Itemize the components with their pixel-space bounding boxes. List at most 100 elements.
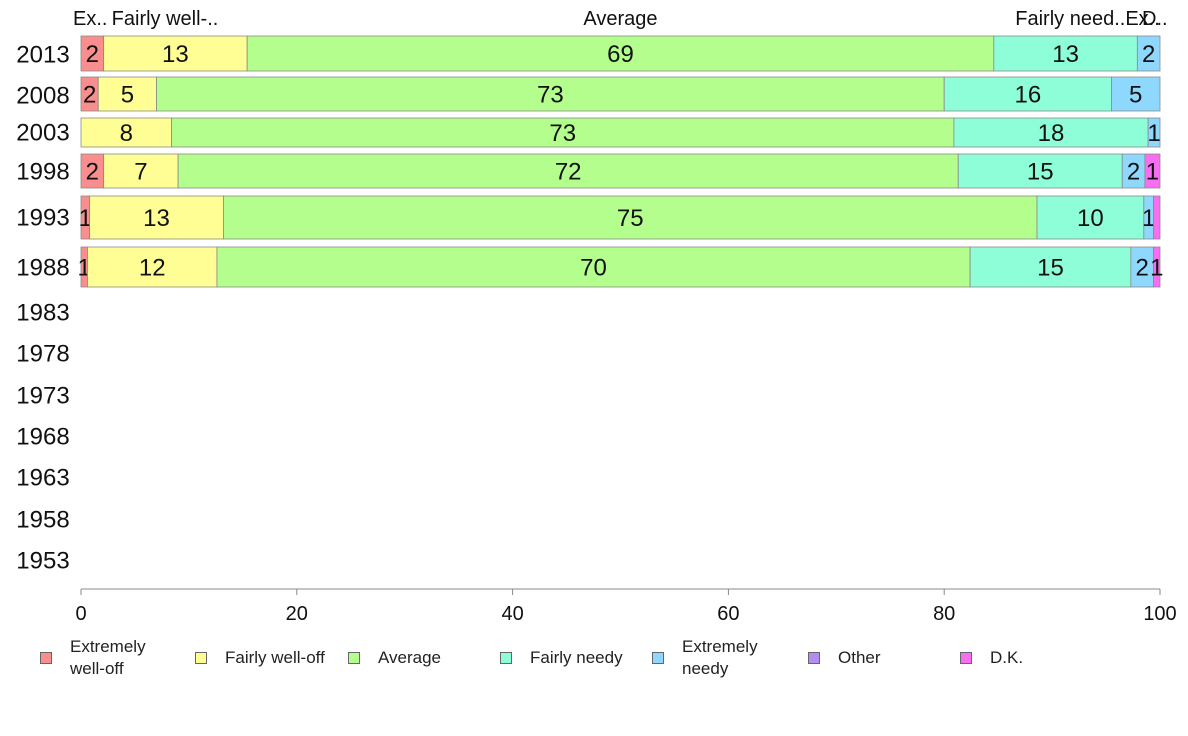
bar-segment bbox=[1153, 195, 1161, 240]
legend-label: Other bbox=[838, 648, 881, 667]
top-series-label: Average bbox=[583, 8, 657, 30]
bar-value-label: 15 bbox=[1037, 255, 1064, 282]
legend-label: D.K. bbox=[990, 648, 1024, 667]
bar-value-label: 72 bbox=[555, 159, 582, 186]
bar-value-label: 16 bbox=[1014, 82, 1041, 109]
legend-swatch bbox=[960, 652, 972, 664]
bar-segment bbox=[957, 153, 1123, 189]
bar-value-label: 70 bbox=[580, 255, 607, 282]
bar-value-label: 1 bbox=[1142, 205, 1155, 232]
legend-label: Extremely well-off bbox=[70, 637, 146, 678]
bar-value-label: 75 bbox=[617, 205, 644, 232]
bar-value-label: 15 bbox=[1027, 159, 1054, 186]
legend-item: Extremely well-off bbox=[40, 636, 180, 680]
y-tick-label: 1953 bbox=[16, 548, 69, 575]
bar-value-label: 69 bbox=[607, 41, 634, 68]
bar-value-label: 5 bbox=[121, 82, 134, 109]
top-series-label: Fairly well-.. bbox=[112, 8, 219, 30]
x-tick-label: 60 bbox=[717, 603, 739, 625]
bar-value-label: 73 bbox=[537, 82, 564, 109]
bar-value-label: 1 bbox=[1147, 120, 1160, 147]
bar-segment bbox=[177, 153, 959, 189]
y-tick-label: 1968 bbox=[16, 424, 69, 451]
bar-value-label: 5 bbox=[1129, 82, 1142, 109]
bar-value-label: 12 bbox=[139, 255, 166, 282]
bar-value-label: 10 bbox=[1077, 205, 1104, 232]
bar-value-label: 1 bbox=[1150, 255, 1163, 282]
bar-value-label: 73 bbox=[549, 120, 576, 147]
legend-label: Fairly well-off bbox=[225, 648, 325, 667]
bar-segment bbox=[223, 195, 1038, 240]
legend-item: Fairly needy bbox=[500, 636, 640, 680]
y-tick-label: 2003 bbox=[16, 120, 69, 147]
x-tick-label: 80 bbox=[933, 603, 955, 625]
legend-swatch bbox=[195, 652, 207, 664]
bar-segment bbox=[993, 35, 1138, 72]
bar-value-label: 7 bbox=[134, 159, 147, 186]
legend-swatch bbox=[652, 652, 664, 664]
legend-item: Average bbox=[348, 636, 488, 680]
bar-segment bbox=[246, 35, 995, 72]
legend-label: Average bbox=[378, 648, 442, 667]
x-tick-label: 0 bbox=[75, 603, 86, 625]
y-tick-label: 1988 bbox=[16, 255, 69, 282]
bar-segment bbox=[1153, 246, 1161, 288]
y-tick-label: 1978 bbox=[16, 341, 69, 368]
bar-segment bbox=[1136, 35, 1161, 72]
legend-item: Other bbox=[808, 636, 948, 680]
bar-segment bbox=[216, 246, 971, 288]
y-tick-label: 1973 bbox=[16, 383, 69, 410]
y-tick-label: 1958 bbox=[16, 507, 69, 534]
bar-value-label: 2 bbox=[1136, 255, 1149, 282]
top-series-label: D.. bbox=[1142, 8, 1168, 30]
legend-swatch bbox=[500, 652, 512, 664]
bar-segment bbox=[89, 195, 224, 240]
bar-segment bbox=[1147, 117, 1161, 148]
bar-segment bbox=[943, 76, 1112, 112]
x-tick-label: 100 bbox=[1143, 603, 1176, 625]
bar-value-label: 13 bbox=[1052, 41, 1079, 68]
bar-value-label: 18 bbox=[1038, 120, 1065, 147]
legend-item: Fairly well-off bbox=[195, 636, 335, 680]
top-series-label: Fairly need.. bbox=[1015, 8, 1125, 30]
x-tick-label: 40 bbox=[501, 603, 523, 625]
y-tick-label: 1998 bbox=[16, 159, 69, 186]
chart-legend: Extremely well-off Fairly well-off Average… bbox=[40, 636, 1180, 686]
bar-value-label: 1 bbox=[79, 205, 92, 232]
y-tick-label: 1963 bbox=[16, 465, 69, 492]
legend-label: Extremely needy bbox=[682, 637, 758, 678]
legend-item: Extremely needy bbox=[652, 636, 792, 680]
top-series-label: Ex.. bbox=[73, 8, 107, 30]
bar-value-label: 13 bbox=[162, 41, 189, 68]
stacked-bar-chart: 2013200820031998199319881983197819731968… bbox=[16, 8, 1176, 625]
top-series-label: Ex.. bbox=[1125, 8, 1159, 30]
bar-segment bbox=[1111, 76, 1161, 112]
bar-segment bbox=[969, 246, 1132, 288]
bar-value-label: 2 bbox=[86, 159, 99, 186]
bar-segment bbox=[103, 153, 179, 189]
y-tick-label: 1993 bbox=[16, 205, 69, 232]
legend-swatch bbox=[808, 652, 820, 664]
bar-value-label: 2 bbox=[1142, 41, 1155, 68]
bar-segment bbox=[1036, 195, 1145, 240]
bar-value-label: 8 bbox=[120, 120, 133, 147]
bar-segment bbox=[87, 246, 218, 288]
x-tick-label: 20 bbox=[286, 603, 308, 625]
y-tick-label: 1983 bbox=[16, 300, 69, 327]
bar-segment bbox=[80, 117, 173, 148]
bar-value-label: 2 bbox=[1127, 159, 1140, 186]
legend-label: Fairly needy bbox=[530, 648, 623, 667]
bar-value-label: 2 bbox=[86, 41, 99, 68]
y-tick-label: 2008 bbox=[16, 83, 69, 110]
y-tick-label: 2013 bbox=[16, 42, 69, 69]
bar-value-label: 1 bbox=[1146, 159, 1159, 186]
bar-segment bbox=[953, 117, 1149, 148]
bar-value-label: 2 bbox=[83, 82, 96, 109]
bar-segment bbox=[97, 76, 157, 112]
bar-segment bbox=[103, 35, 248, 72]
legend-item: D.K. bbox=[960, 636, 1100, 680]
legend-swatch bbox=[348, 652, 360, 664]
bar-segment bbox=[171, 117, 955, 148]
bar-segment bbox=[156, 76, 945, 112]
bar-value-label: 13 bbox=[143, 205, 170, 232]
